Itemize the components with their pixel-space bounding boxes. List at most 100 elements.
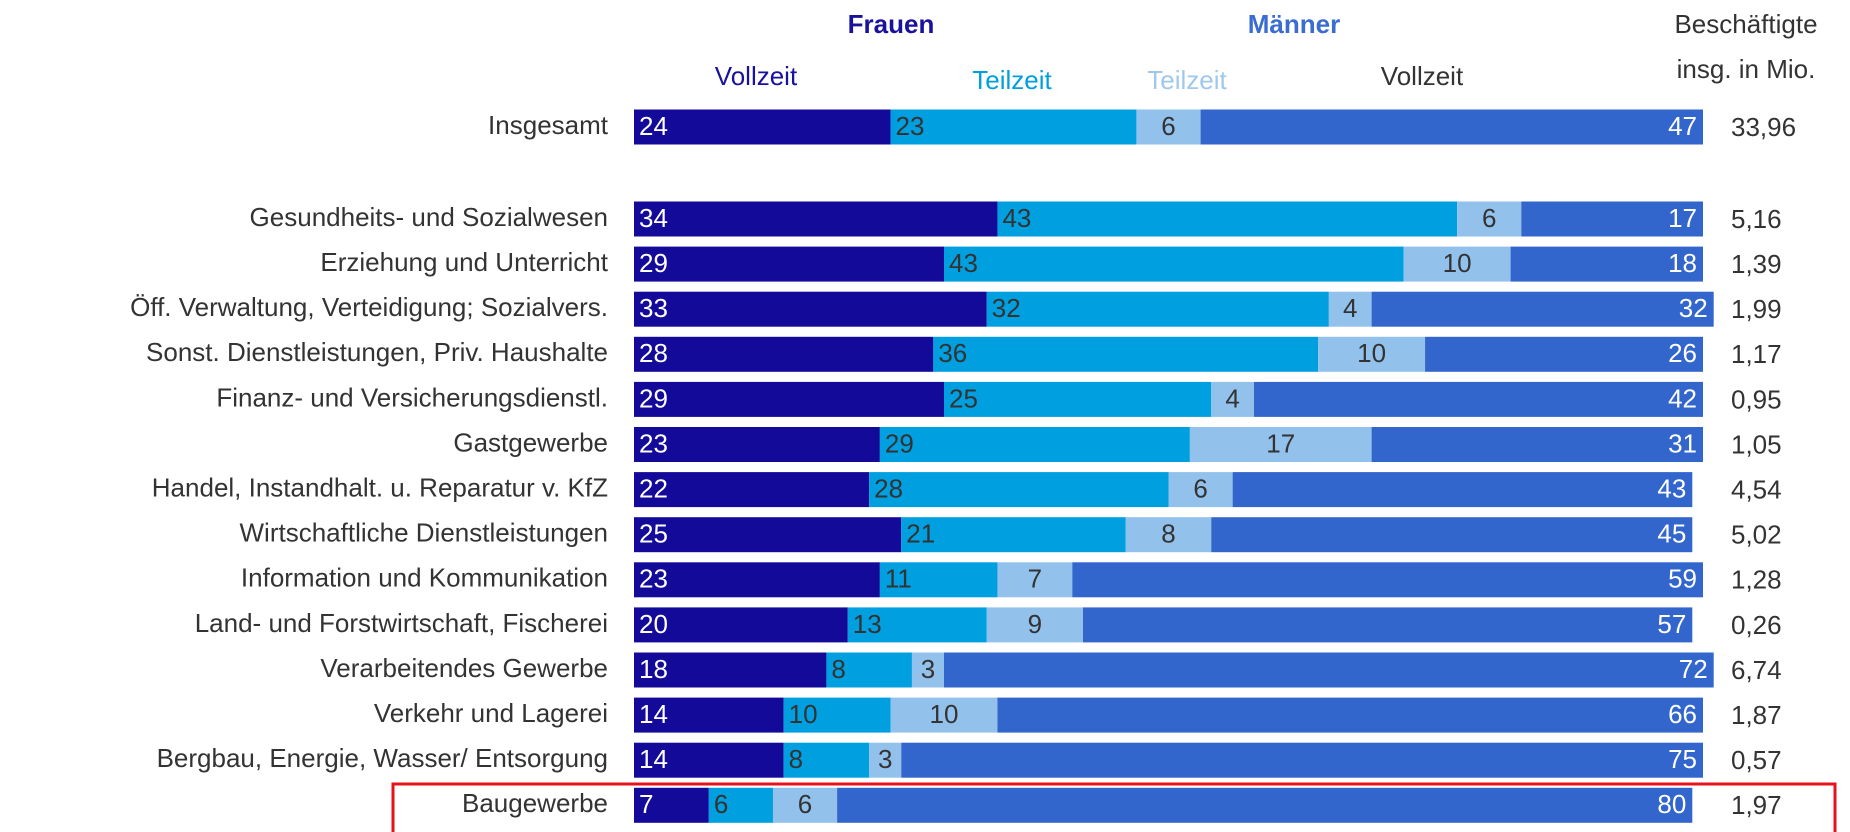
value-label: 9 [1028,609,1042,639]
bar-segment [634,336,934,372]
bar-segment [1125,517,1212,553]
category-label: Sonst. Dienstleistungen, Priv. Haushalte [146,337,608,367]
bar-segment [1168,472,1233,508]
bar-segment [1521,201,1703,237]
bar-segment [986,607,1083,643]
category-label: Erziehung und Unterricht [320,247,608,277]
category-label: Insgesamt [488,110,609,140]
bar-segment [1200,109,1703,145]
value-label: 23 [896,111,925,141]
bar-segment [901,517,1126,553]
value-label: 17 [1266,428,1295,458]
value-label: 6 [1193,473,1207,503]
bar-segment [1457,201,1522,237]
value-label: 18 [639,654,668,684]
value-label: 36 [938,338,967,368]
value-label: 20 [639,609,668,639]
value-label: 4 [1225,383,1239,413]
bar-segment [997,562,1073,598]
value-label: 75 [1668,744,1697,774]
bar-segment [1232,472,1693,508]
total-label: 5,02 [1731,520,1782,550]
category-label: Verkehr und Lagerei [374,698,608,728]
value-label: 72 [1679,654,1708,684]
category-label: Bergbau, Energie, Wasser/ Entsorgung [157,743,608,773]
value-label: 8 [831,654,845,684]
total-label: 1,99 [1731,294,1782,324]
total-label: 6,74 [1731,655,1782,685]
bar-segment [1371,427,1703,462]
bar-segment [772,787,838,823]
value-label: 10 [930,699,959,729]
bar-segment [1211,381,1255,417]
value-label: 29 [639,383,668,413]
value-label: 23 [639,428,668,458]
bar-segment [944,652,1714,688]
bar-segment [911,652,945,688]
bar-segment [634,697,784,733]
value-label: 43 [1657,473,1686,503]
bar-segment [997,201,1458,237]
category-label: Wirtschaftliche Dienstleistungen [240,518,609,548]
value-label: 4 [1343,293,1357,323]
highlight-box [391,782,1837,832]
value-label: 14 [639,699,668,729]
value-label: 13 [853,609,882,639]
value-label: 3 [878,744,892,774]
bar-segment [1082,607,1693,643]
value-label: 42 [1668,383,1697,413]
value-label: 28 [874,473,903,503]
bar-segment [783,742,870,778]
legend-label: Teilzeit [1147,65,1227,95]
total-label: 1,97 [1731,790,1782,820]
value-label: 25 [949,383,978,413]
column-title: Beschäftigte [1674,9,1817,39]
bar-segment [837,787,1693,823]
total-label: 33,96 [1731,112,1796,142]
value-label: 43 [949,248,978,278]
value-label: 7 [639,789,653,819]
value-label: 6 [1482,203,1496,233]
value-label: 7 [1028,564,1042,594]
bar-segment [1403,246,1511,282]
value-label: 3 [921,654,935,684]
total-label: 1,17 [1731,339,1782,369]
bar-segment [634,787,709,823]
column-title: insg. in Mio. [1677,54,1816,84]
value-label: 24 [639,111,668,141]
category-label: Gastgewerbe [453,427,608,457]
bar-segment [890,697,998,733]
category-label: Handel, Instandhalt. u. Reparatur v. KfZ [152,472,608,502]
value-label: 14 [639,744,668,774]
bar-segment [634,517,902,553]
value-label: 45 [1657,519,1686,549]
legend-label: Vollzeit [1381,61,1464,91]
value-label: 22 [639,473,668,503]
bar-segment [634,472,870,508]
bar-segment [901,742,1703,778]
bar-segment [869,742,902,778]
bar-segment [1072,562,1703,598]
value-label: 66 [1668,699,1697,729]
value-label: 32 [1679,293,1708,323]
bar-segment [783,697,891,733]
legend-label: Teilzeit [972,65,1052,95]
bar-segment [986,291,1329,327]
value-label: 23 [639,564,668,594]
total-label: 5,16 [1731,204,1782,234]
value-label: 32 [992,293,1021,323]
bar-segment [634,381,945,417]
value-label: 29 [639,248,668,278]
bar-segment [1211,517,1693,553]
bar-segment [1254,381,1703,417]
category-label: Öff. Verwaltung, Verteidigung; Sozialver… [130,292,608,322]
total-label: 0,57 [1731,745,1782,775]
bar-segment [1318,336,1426,372]
bar-segment [933,336,1319,372]
value-label: 28 [639,338,668,368]
value-label: 43 [1002,203,1031,233]
bar-segment [879,427,1190,462]
category-label: Land- und Forstwirtschaft, Fischerei [195,608,608,638]
total-label: 1,28 [1731,565,1782,595]
